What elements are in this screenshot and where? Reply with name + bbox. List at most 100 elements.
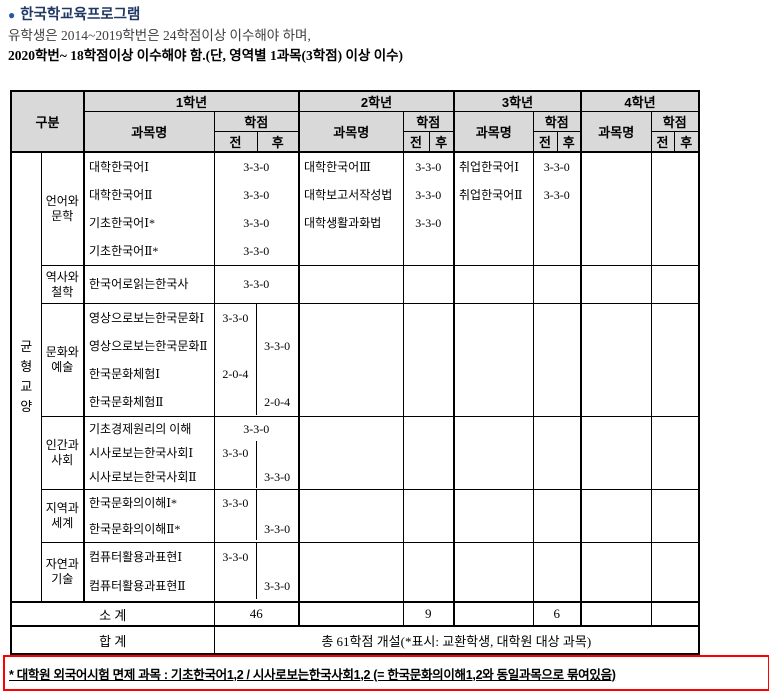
credit-value: 3-3-0 xyxy=(415,160,442,174)
category-label: 역사와 철학 xyxy=(40,265,85,304)
category-text: 문화와 xyxy=(45,345,79,359)
left-group-char: 양 xyxy=(20,399,33,414)
credit-value: 2-0-4 xyxy=(264,395,291,409)
course-name: 대학보고서작성법 xyxy=(304,188,393,202)
page-title-text: 한국학교육프로그램 xyxy=(20,7,141,23)
section-row-2: 문화와 예술 영상으로보는한국문화Ⅰ 영상으로보는한국문화Ⅱ 한국문화체험Ⅰ 한국문화체험… xyxy=(11,303,700,417)
credit-value: 3-3-0 xyxy=(243,160,270,174)
category-text: 언어와 xyxy=(45,194,79,208)
category-text: 문학 xyxy=(51,209,74,223)
credit-value: 3-3-0 xyxy=(243,244,270,258)
course-name: 한국어로읽는한국사 xyxy=(89,277,189,291)
credits-wrap xyxy=(534,491,580,541)
course-name: 영상으로보는한국문화Ⅱ xyxy=(89,339,208,353)
credits-cell-y4 xyxy=(650,265,700,304)
credits-cell-y1: 3-3-0 3-3-0 3-3-0 xyxy=(213,416,300,490)
credits-cell-y4 xyxy=(650,303,700,417)
courses-cell-y4 xyxy=(580,416,652,490)
credits-cell-y1: 3-3-0 3-3-0 2-0-4 2-0-4 xyxy=(213,303,300,417)
header-post-y2: 후 xyxy=(428,131,455,153)
credits-wrap: 3-3-0 3-3-0 2-0-4 2-0-4 xyxy=(215,304,298,415)
header-year-1: 1학년 xyxy=(83,90,300,112)
credits-cell-y3 xyxy=(532,265,582,304)
credit-value: 3-3-0 xyxy=(264,339,291,353)
left-group-char: 교 xyxy=(20,379,33,394)
header-credit-y3: 학점 xyxy=(532,111,582,132)
course-name: 시사로보는한국사회Ⅰ xyxy=(89,446,194,460)
credits-cell-y3 xyxy=(532,542,582,603)
subtotal-credits-y4 xyxy=(650,601,700,627)
credit-value: 3-3-0 xyxy=(222,550,249,564)
credit-value: 3-3-0 xyxy=(243,188,270,202)
intro-block: ● 한국학교육프로그램 유학생은 2014~2019학번은 24학점이상 이수해야… xyxy=(8,5,403,66)
course-name: 취업한국어Ⅱ xyxy=(459,188,523,202)
credits-wrap xyxy=(534,543,580,599)
courses-cell-y4 xyxy=(580,542,652,603)
courses-cell-y2 xyxy=(298,542,404,603)
courses-cell-y1: 컴퓨터활용과표현Ⅰ 컴퓨터활용과표현Ⅱ xyxy=(83,542,215,603)
course-name: 대학한국어Ⅰ xyxy=(89,160,149,174)
course-name: 대학생활과화법 xyxy=(304,216,382,230)
subtotal-spacer-y4 xyxy=(580,601,652,627)
header-row-labels: 과목명 학점 과목명 학점 과목명 학점 과목명 학점 xyxy=(11,111,700,153)
courses-cell-y1: 한국어로읽는한국사 xyxy=(83,265,215,304)
courses-cell-y2 xyxy=(298,303,404,417)
header-post-y1: 후 xyxy=(256,131,300,153)
requirement-line-1: 유학생은 2014~2019학번은 24학점이상 이수해야 하며, xyxy=(8,28,311,43)
credit-value: 3-3-0 xyxy=(222,311,249,325)
table-header: 구분 1학년 2학년 3학년 4학년 과목명 학점 과목명 학점 과목명 학점 과목명 학점 전 후 전 후 전 후… xyxy=(10,90,700,153)
category-text: 세계 xyxy=(51,516,74,530)
course-name: 대학한국어Ⅱ xyxy=(89,188,153,202)
subtotal-spacer-y2 xyxy=(298,601,404,627)
courses-cell-y4 xyxy=(580,151,652,266)
credit-value: 3-3-0 xyxy=(222,446,249,460)
footnote-box: * 대학원 외국어시험 면제 과목 : 기초한국어1,2 / 시사로보는한국사회… xyxy=(3,655,769,691)
category-label: 언어와 문학 xyxy=(40,151,85,266)
header-course-y4: 과목명 xyxy=(580,111,652,153)
courses-cell-y1: 대학한국어Ⅰ 대학한국어Ⅱ 기초한국어Ⅰ* 기초한국어Ⅱ* xyxy=(83,151,215,266)
course-name: 대학한국어Ⅲ xyxy=(304,160,371,174)
credits-wrap xyxy=(652,543,698,599)
credit-pre-post-divider xyxy=(256,543,258,599)
course-name: 영상으로보는한국문화Ⅰ xyxy=(89,311,205,325)
credits-cell-y2 xyxy=(402,416,455,490)
header-credit-y1: 학점 xyxy=(213,111,300,132)
header-pre-y2: 전 xyxy=(402,131,430,153)
credits-cell-y4 xyxy=(650,542,700,603)
course-name: 시사로보는한국사회Ⅱ xyxy=(89,470,197,484)
header-year-4: 4학년 xyxy=(580,90,700,112)
credit-value: 3-3-0 xyxy=(243,277,270,291)
credits-cell-y2 xyxy=(402,489,455,543)
category-text: 역사와 xyxy=(45,269,79,284)
credits-cell-y2 xyxy=(402,303,455,417)
header-gubun: 구분 xyxy=(10,90,85,153)
credits-wrap: 3-3-0 3-3-0 3-3-0 3-3-0 xyxy=(215,154,298,263)
courses-cell-y4 xyxy=(580,303,652,417)
credits-cell-y1: 3-3-0 3-3-0 xyxy=(213,489,300,543)
course-name: 취업한국어Ⅰ xyxy=(459,160,519,174)
course-name: 한국문화체험Ⅰ xyxy=(89,367,160,381)
credit-value: 3-3-0 xyxy=(543,160,570,174)
total-label: 합 계 xyxy=(10,625,215,655)
credit-value: 3-3-0 xyxy=(543,188,570,202)
bullet-icon: ● xyxy=(8,8,16,22)
header-pre-y3: 전 xyxy=(532,131,558,153)
courses-cell-y2 xyxy=(298,416,404,490)
credits-wrap: 3-3-0 3-3-0 xyxy=(215,543,298,599)
header-row-years: 구분 1학년 2학년 3학년 4학년 xyxy=(10,90,700,153)
credits-cell-y3 xyxy=(532,416,582,490)
curriculum-table: 구분 1학년 2학년 3학년 4학년 과목명 학점 과목명 학점 과목명 학점 과목명 학점 전 후 전 후 전 후… xyxy=(10,90,700,655)
course-name: 기초경제원리의 이해 xyxy=(89,422,192,436)
credits-wrap xyxy=(534,267,580,302)
credit-value: 3-3-0 xyxy=(415,188,442,202)
header-post-y3: 후 xyxy=(556,131,582,153)
category-text: 자연과 xyxy=(45,557,79,571)
section-row-1: 역사와 철학 한국어로읽는한국사 3-3-0 xyxy=(11,265,700,304)
credits-wrap xyxy=(404,491,453,541)
course-name: 컴퓨터활용과표현Ⅱ xyxy=(89,579,186,593)
header-pre-y1: 전 xyxy=(213,131,258,153)
section-row-0: 균 형 교 양 언어와 문학 대학한국어Ⅰ 대학한국어Ⅱ 기초한국어Ⅰ* 기초한국어Ⅱ* 3-3-0… xyxy=(10,151,700,603)
credit-value: 3-3-0 xyxy=(243,422,270,436)
